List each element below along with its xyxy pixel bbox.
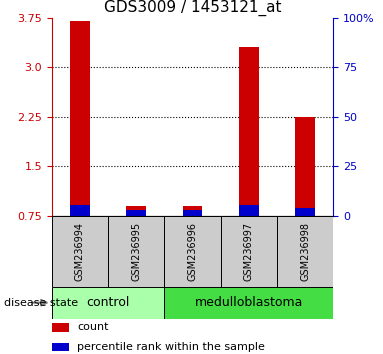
Text: GSM236997: GSM236997 <box>244 222 254 281</box>
Bar <box>221 216 277 287</box>
Bar <box>52 216 108 287</box>
Title: GDS3009 / 1453121_at: GDS3009 / 1453121_at <box>104 0 281 16</box>
Text: GSM236996: GSM236996 <box>187 222 198 281</box>
Bar <box>295 208 315 216</box>
Bar <box>183 210 202 216</box>
Bar <box>164 216 221 287</box>
Text: GSM236998: GSM236998 <box>300 222 310 281</box>
Bar <box>164 287 333 319</box>
Bar <box>295 117 315 216</box>
Text: disease state: disease state <box>4 298 78 308</box>
Bar <box>277 216 333 287</box>
Bar <box>70 205 90 216</box>
Text: control: control <box>86 296 130 309</box>
Bar <box>52 323 69 332</box>
Bar <box>70 21 90 216</box>
Text: percentile rank within the sample: percentile rank within the sample <box>77 342 265 352</box>
Bar <box>52 287 164 319</box>
Bar <box>108 216 164 287</box>
Bar <box>239 47 259 216</box>
Bar <box>239 205 259 216</box>
Text: GSM236995: GSM236995 <box>131 222 141 281</box>
Bar <box>52 343 69 351</box>
Text: GSM236994: GSM236994 <box>75 222 85 281</box>
Text: count: count <box>77 322 108 332</box>
Text: medulloblastoma: medulloblastoma <box>195 296 303 309</box>
Bar <box>183 206 202 216</box>
Bar <box>126 210 146 216</box>
Bar <box>126 206 146 216</box>
